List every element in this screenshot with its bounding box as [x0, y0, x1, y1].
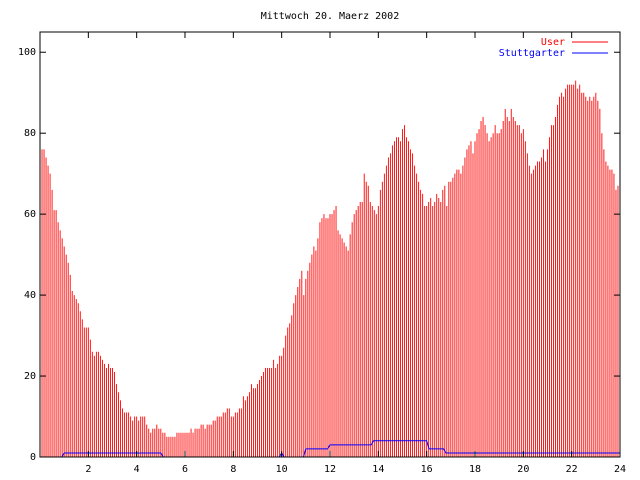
x-tick-label: 16 — [421, 464, 433, 475]
x-tick-label: 2 — [85, 464, 91, 475]
x-tick-label: 4 — [134, 464, 140, 475]
x-tick-label: 24 — [614, 464, 626, 475]
series-line — [40, 440, 620, 458]
y-tick-label: 40 — [24, 290, 36, 301]
chart-title: Mittwoch 20. Maerz 2002 — [261, 11, 399, 22]
y-tick-label: 80 — [24, 128, 36, 139]
x-tick-label: 14 — [372, 464, 384, 475]
y-tick-label: 20 — [24, 371, 36, 382]
y-tick-label: 60 — [24, 209, 36, 220]
x-tick-label: 8 — [230, 464, 236, 475]
x-tick-label: 20 — [517, 464, 529, 475]
legend-label: Stuttgarter — [499, 48, 565, 59]
x-tick-label: 12 — [324, 464, 336, 475]
legend-label: User — [541, 37, 565, 48]
x-tick-label: 18 — [469, 464, 481, 475]
y-tick-label: 100 — [18, 47, 36, 58]
y-tick-label: 0 — [30, 452, 36, 463]
x-tick-label: 10 — [276, 464, 288, 475]
x-tick-label: 22 — [566, 464, 578, 475]
x-tick-label: 6 — [182, 464, 188, 475]
